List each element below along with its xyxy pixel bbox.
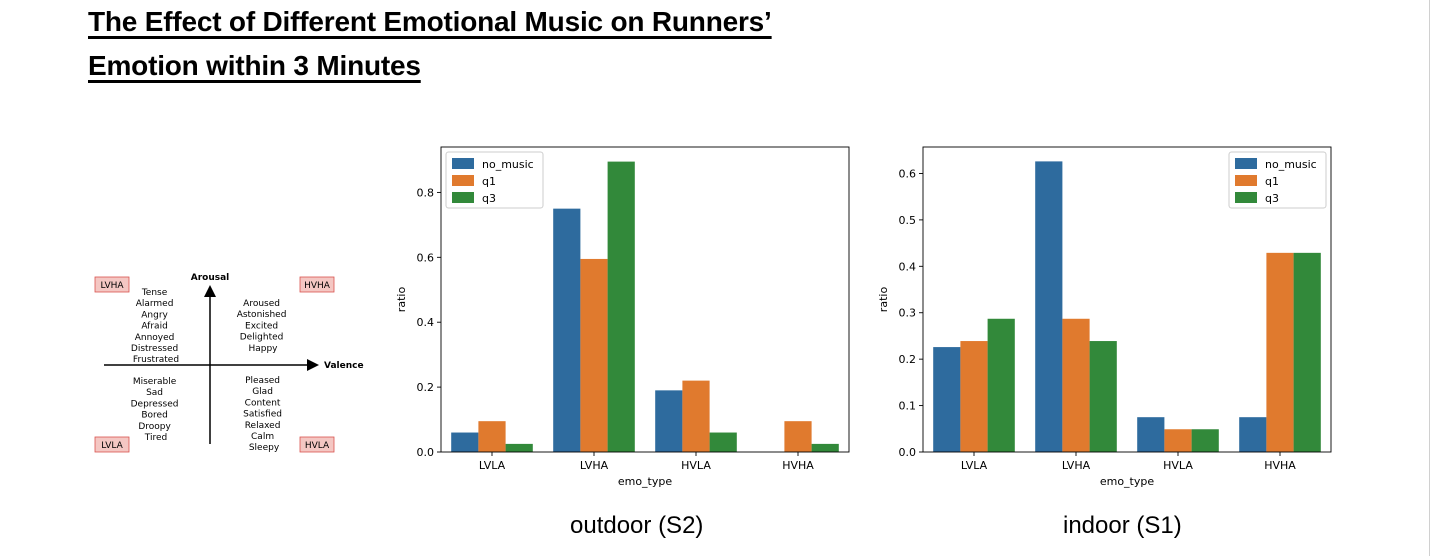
indoor-bar-q1-lvha bbox=[1062, 318, 1090, 452]
indoor-legend-label-q1: q1 bbox=[1265, 175, 1279, 188]
quadrant-tag-hvla: HVLA bbox=[299, 436, 335, 453]
valence-axis-label: Valence bbox=[324, 361, 364, 371]
outdoor-bar-q3-lvha bbox=[607, 161, 635, 452]
outdoor-y-tick-label: 0.4 bbox=[417, 316, 435, 329]
indoor-x-tick-label: HVHA bbox=[1264, 459, 1296, 472]
quadrant-words-bottom-left: Miserable Sad Depressed Bored Droopy Tir… bbox=[131, 377, 182, 443]
indoor-chart-caption: indoor (S1) bbox=[1063, 512, 1182, 539]
indoor-bar-q3-lvha bbox=[1089, 341, 1117, 452]
outdoor-y-tick-label: 0.8 bbox=[417, 186, 435, 199]
indoor-bar-chart: 0.0 0.1 0.2 0.3 0.4 0.5 0.6 LVLA LVHA HVLA HVHA emo… bbox=[877, 146, 1332, 488]
indoor-y-tick-label: 0.6 bbox=[899, 167, 917, 180]
outdoor-bar-q1-lvla bbox=[478, 421, 506, 452]
valence-arousal-diagram: Arousal Valence LVHA HVHA LVLA HVLA Tens… bbox=[94, 273, 364, 453]
indoor-legend-label-no_music: no_music bbox=[1265, 158, 1317, 171]
quadrant-tag-hvla-label: HVLA bbox=[305, 441, 330, 451]
indoor-bar-q1-lvla bbox=[960, 341, 988, 452]
page-title-line-1: The Effect of Different Emotional Music … bbox=[88, 6, 772, 37]
outdoor-bar-q3-hvla bbox=[709, 432, 737, 452]
outdoor-plot-frame bbox=[440, 146, 850, 453]
outdoor-legend-swatch-q3 bbox=[452, 192, 474, 203]
indoor-bar-q3-hvha bbox=[1293, 252, 1321, 452]
quadrant-tag-hvha-label: HVHA bbox=[304, 281, 331, 291]
indoor-legend-swatch-no_music bbox=[1235, 158, 1257, 169]
outdoor-bar-q1-lvha bbox=[580, 258, 608, 452]
outdoor-y-tick-label: 0.0 bbox=[417, 446, 435, 459]
outdoor-x-axis-label: emo_type bbox=[618, 475, 673, 488]
indoor-x-tick-label: LVLA bbox=[961, 459, 988, 472]
page-title-line-2: Emotion within 3 Minutes bbox=[88, 50, 421, 81]
outdoor-chart-caption: outdoor (S2) bbox=[570, 512, 704, 539]
outdoor-bar-no_music-lvla bbox=[451, 432, 479, 452]
outdoor-x-tick-label: LVLA bbox=[479, 459, 506, 472]
indoor-bar-no_music-hvla bbox=[1137, 417, 1165, 452]
indoor-bar-q1-hvla bbox=[1164, 429, 1192, 452]
indoor-y-tick-label: 0.0 bbox=[899, 446, 917, 459]
quadrant-words-top-right: Aroused Astonished Excited Delighted Hap… bbox=[237, 299, 290, 354]
outdoor-legend-label-q3: q3 bbox=[482, 192, 496, 205]
indoor-y-tick-label: 0.2 bbox=[899, 353, 917, 366]
outdoor-y-axis-label: ratio bbox=[395, 287, 408, 313]
quadrant-tag-lvla-label: LVLA bbox=[101, 441, 123, 451]
indoor-y-tick-label: 0.1 bbox=[899, 400, 917, 413]
outdoor-y-tick-label: 0.2 bbox=[417, 381, 435, 394]
page-edge-divider bbox=[1429, 0, 1430, 556]
outdoor-bar-no_music-hvla bbox=[655, 390, 683, 452]
outdoor-legend-label-q1: q1 bbox=[482, 175, 496, 188]
quadrant-words-top-left: Tense Alarmed Angry Afraid Annoyed Distr… bbox=[131, 288, 181, 365]
outdoor-legend-label-no_music: no_music bbox=[482, 158, 534, 171]
outdoor-x-tick-label: HVHA bbox=[782, 459, 814, 472]
outdoor-bar-no_music-lvha bbox=[553, 208, 581, 452]
indoor-y-tick-label: 0.3 bbox=[899, 307, 917, 320]
indoor-bar-q3-hvla bbox=[1191, 429, 1219, 452]
outdoor-y-tick-label: 0.6 bbox=[417, 251, 435, 264]
indoor-x-tick-label: HVLA bbox=[1163, 459, 1193, 472]
indoor-y-tick-label: 0.4 bbox=[899, 260, 917, 273]
outdoor-bar-q3-lvla bbox=[505, 443, 533, 452]
arousal-axis-label: Arousal bbox=[191, 273, 230, 283]
outdoor-bar-q1-hvla bbox=[682, 380, 710, 452]
quadrant-tag-lvha: LVHA bbox=[94, 276, 130, 293]
indoor-legend-label-q3: q3 bbox=[1265, 192, 1279, 205]
indoor-bar-q1-hvha bbox=[1266, 252, 1294, 452]
quadrant-tag-lvha-label: LVHA bbox=[100, 281, 124, 291]
indoor-bar-no_music-lvla bbox=[933, 347, 961, 452]
indoor-y-tick-label: 0.5 bbox=[899, 214, 917, 227]
outdoor-bar-q3-hvha bbox=[811, 443, 839, 452]
outdoor-legend-swatch-q1 bbox=[452, 175, 474, 186]
outdoor-bar-q1-hvha bbox=[784, 421, 812, 452]
indoor-bar-no_music-lvha bbox=[1035, 161, 1063, 452]
outdoor-bar-chart: 0.0 0.2 0.4 0.6 0.8 LVLA LVHA HVLA HVHA emo_type r… bbox=[395, 146, 850, 488]
indoor-bar-no_music-hvha bbox=[1239, 417, 1267, 452]
outdoor-x-tick-label: LVHA bbox=[580, 459, 609, 472]
indoor-legend-swatch-q1 bbox=[1235, 175, 1257, 186]
indoor-plot-frame bbox=[922, 146, 1332, 453]
indoor-y-axis-label: ratio bbox=[877, 287, 890, 313]
indoor-legend-swatch-q3 bbox=[1235, 192, 1257, 203]
quadrant-tag-hvha: HVHA bbox=[299, 276, 335, 293]
quadrant-words-bottom-right: Pleased Glad Content Satisfied Relaxed C… bbox=[243, 376, 285, 453]
quadrant-tag-lvla: LVLA bbox=[94, 436, 130, 453]
outdoor-legend-swatch-no_music bbox=[452, 158, 474, 169]
outdoor-x-tick-label: HVLA bbox=[681, 459, 711, 472]
indoor-bar-q3-lvla bbox=[987, 318, 1015, 452]
indoor-x-axis-label: emo_type bbox=[1100, 475, 1155, 488]
indoor-x-tick-label: LVHA bbox=[1062, 459, 1091, 472]
